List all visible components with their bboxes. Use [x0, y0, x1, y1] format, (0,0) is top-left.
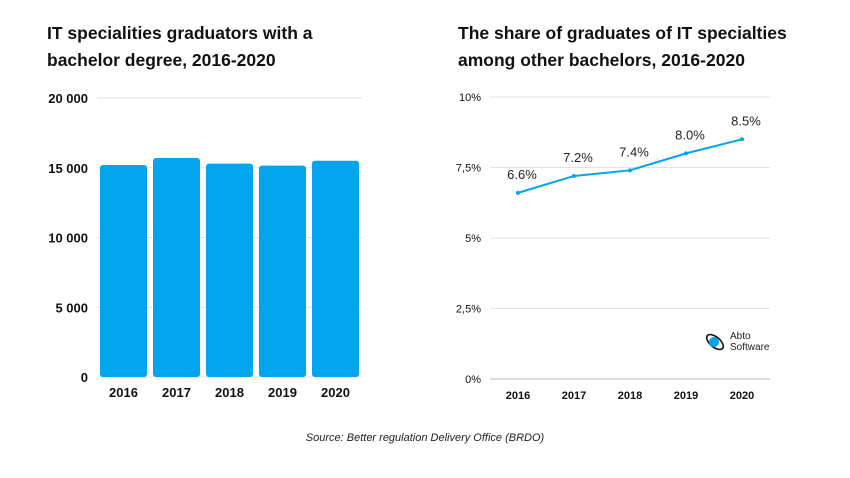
- line-x-tick: 2018: [618, 390, 642, 402]
- line-point-2017: [572, 173, 576, 178]
- bar-y-tick: 20 000: [48, 91, 88, 106]
- bar-2020: [312, 160, 359, 377]
- bar-x-tick: 2016: [109, 385, 138, 400]
- line-x-tick: 2019: [674, 390, 698, 402]
- line-point-2020: [740, 137, 744, 142]
- line-data-label: 8.5%: [731, 113, 761, 128]
- line-x-tick: 2016: [506, 390, 530, 402]
- logo-line1: Abto: [730, 331, 751, 342]
- line-y-tick: 7,5%: [456, 163, 481, 175]
- bar-y-tick: 15 000: [48, 161, 88, 176]
- bar-2019: [259, 165, 306, 377]
- line-y-tick: 10%: [459, 92, 481, 104]
- line-x-tick: 2020: [730, 390, 754, 402]
- bar-x-tick: 2017: [162, 385, 191, 400]
- line-x-tick: 2017: [562, 390, 586, 402]
- bar-y-tick: 10 000: [48, 231, 88, 246]
- line-data-label: 8.0%: [675, 127, 705, 142]
- line-point-2018: [628, 168, 632, 173]
- line-y-tick: 2,5%: [456, 304, 481, 316]
- line-data-label: 7.4%: [619, 144, 649, 159]
- logo-icon: [705, 333, 725, 351]
- logo-line2: Software: [730, 342, 770, 353]
- line-chart-title: The share of graduates of IT specialties…: [458, 23, 787, 70]
- bar-x-tick: 2020: [321, 385, 350, 400]
- line-point-2019: [684, 151, 688, 156]
- line-data-label: 7.2%: [563, 150, 593, 165]
- line-point-2016: [516, 190, 520, 195]
- bar-x-tick: 2018: [215, 385, 244, 400]
- bar-y-tick: 0: [81, 370, 88, 385]
- bar-y-tick: 5 000: [55, 300, 88, 315]
- source-note: Source: Better regulation Delivery Offic…: [305, 432, 545, 444]
- bar-x-tick: 2019: [268, 385, 297, 400]
- bar-chart-title: IT specialities graduators with a bachel…: [47, 23, 313, 70]
- bar-2016: [100, 164, 147, 377]
- bar-2017: [153, 157, 200, 377]
- line-data-label: 6.6%: [507, 167, 537, 182]
- line-y-tick: 0%: [465, 374, 481, 386]
- bar-2018: [206, 163, 253, 377]
- abto-logo: Abto Software: [704, 331, 769, 353]
- line-y-tick: 5%: [465, 233, 481, 245]
